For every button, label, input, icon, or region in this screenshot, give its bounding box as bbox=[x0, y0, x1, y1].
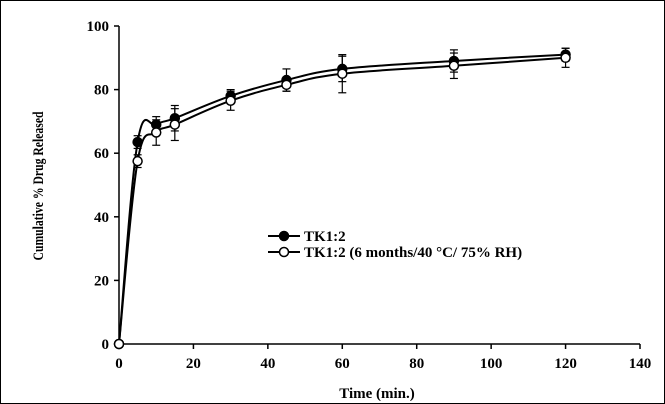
data-points bbox=[113, 49, 571, 350]
legend-label-1: TK1:2 bbox=[304, 229, 346, 245]
series-lines bbox=[118, 53, 566, 345]
legend-marker-open-circle bbox=[278, 246, 290, 258]
legend-marker-filled-circle bbox=[278, 230, 290, 242]
x-ticks: 0 20 40 60 80 100 120 140 bbox=[115, 344, 651, 372]
data-point-open bbox=[169, 119, 181, 130]
x-tick-label: 20 bbox=[186, 356, 201, 372]
data-point-filled bbox=[132, 136, 143, 148]
y-tick-label: 60 bbox=[94, 146, 109, 162]
y-tick-label: 40 bbox=[94, 210, 109, 226]
axes bbox=[118, 26, 640, 345]
y-axis-label: Cumulative % Drug Released bbox=[30, 111, 47, 260]
data-point-open bbox=[225, 95, 236, 106]
data-point-open bbox=[113, 338, 125, 350]
data-point-open bbox=[337, 68, 348, 79]
data-point-open bbox=[281, 79, 292, 91]
y-tick-label: 100 bbox=[87, 19, 110, 35]
x-axis-label: Time (min.) bbox=[339, 386, 415, 402]
x-tick-label: 0 bbox=[115, 356, 123, 372]
x-tick-label: 100 bbox=[480, 356, 503, 372]
data-point-open bbox=[448, 60, 460, 71]
x-tick-label: 60 bbox=[335, 356, 350, 372]
y-tick-label: 0 bbox=[102, 337, 110, 353]
legend-label-2: TK1:2 (6 months/40 °C/ 75% RH) bbox=[304, 245, 522, 261]
data-point-open bbox=[132, 155, 143, 167]
x-tick-label: 40 bbox=[260, 356, 275, 372]
series-line-1 bbox=[118, 53, 566, 345]
x-tick-label: 120 bbox=[554, 356, 577, 372]
y-tick-label: 80 bbox=[94, 83, 109, 99]
y-tick-label: 20 bbox=[94, 273, 109, 289]
data-point-open bbox=[150, 127, 162, 138]
x-tick-label: 140 bbox=[629, 356, 652, 372]
legend: TK1:2 TK1:2 (6 months/40 °C/ 75% RH) bbox=[268, 229, 522, 261]
series-line-2 bbox=[118, 56, 566, 345]
x-tick-label: 80 bbox=[409, 356, 424, 372]
y-ticks: 0 20 40 60 80 100 bbox=[87, 19, 119, 353]
data-point-open bbox=[560, 52, 571, 64]
